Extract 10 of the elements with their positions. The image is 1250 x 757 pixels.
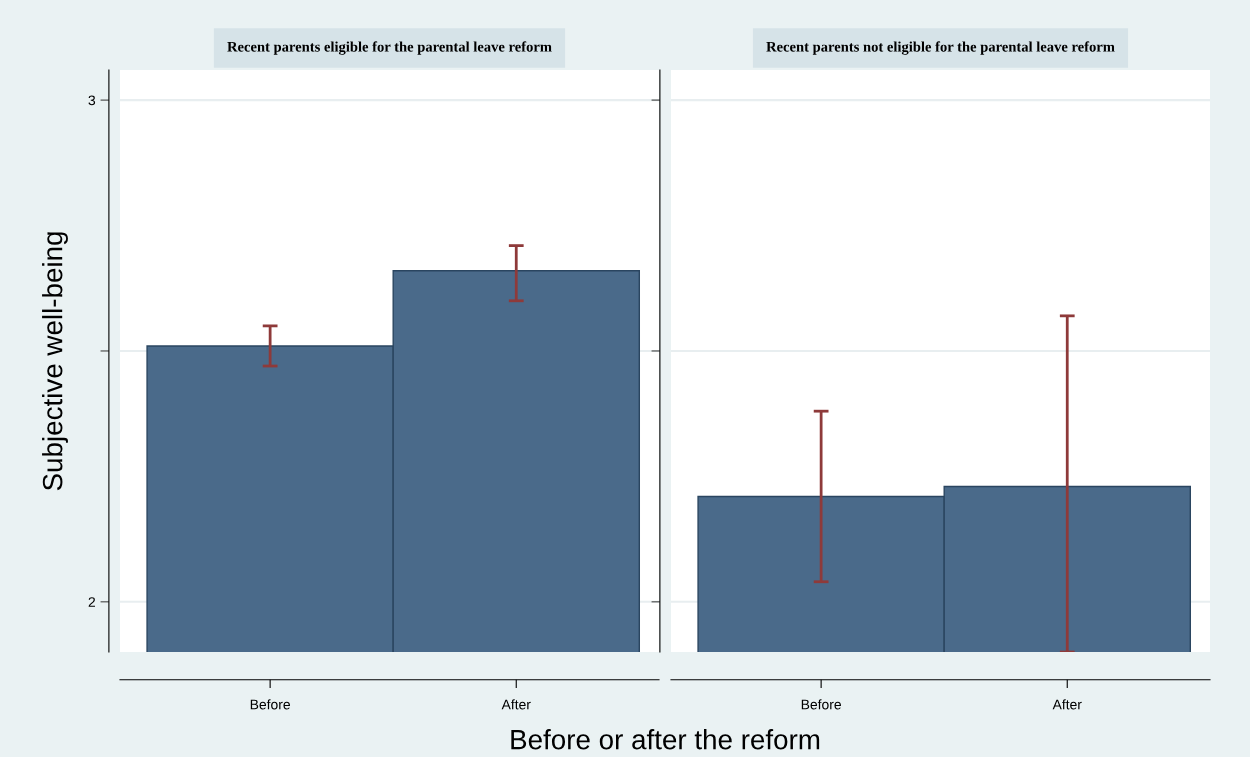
chart-title: Recent parents eligible for the parental leave reform xyxy=(227,41,552,55)
chart-title: Recent parents not eligible for the parental leave reform xyxy=(766,41,1115,55)
y-tick-label: 3 xyxy=(88,95,96,106)
y-axis-title: Subjective well-being xyxy=(42,232,68,491)
x-tick-label: Before xyxy=(801,699,841,710)
x-axis-title: Before or after the reform xyxy=(511,729,820,750)
x-tick-label: After xyxy=(501,699,531,710)
y-tick-label: 2 xyxy=(88,597,95,607)
x-tick-label: Before xyxy=(250,699,290,710)
x-tick-label: After xyxy=(1052,699,1082,710)
